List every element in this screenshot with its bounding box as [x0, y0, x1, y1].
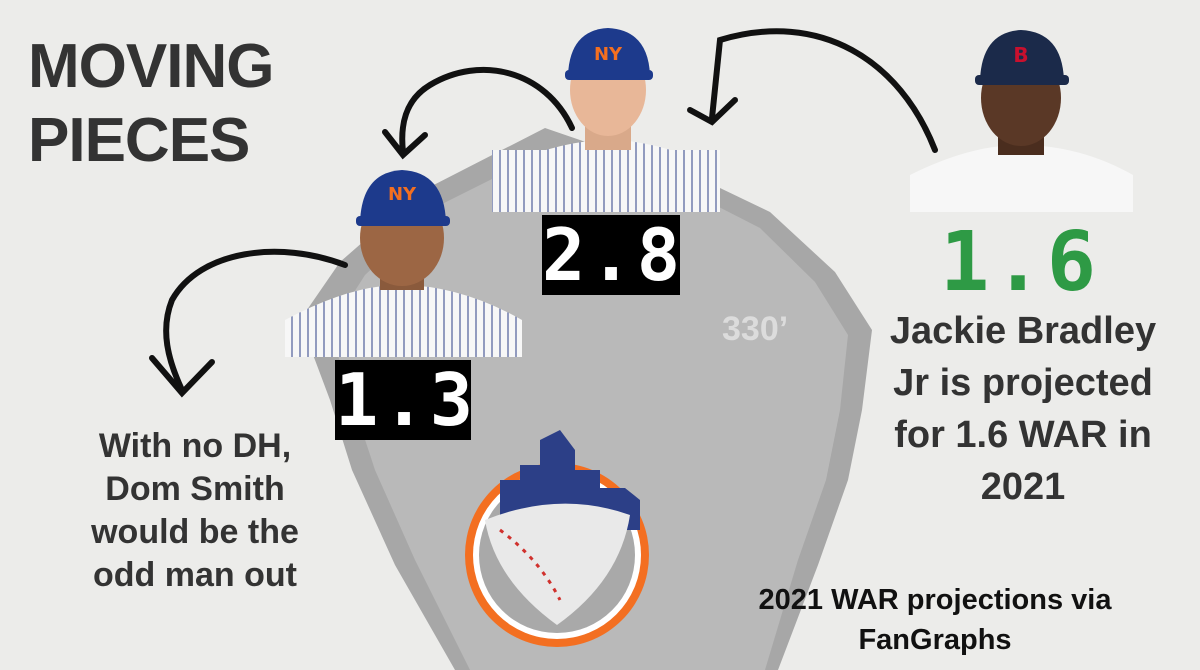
title: MOVING PIECES: [28, 32, 274, 175]
infield: [330, 150, 848, 670]
war-value: 1.3: [335, 358, 478, 442]
arrow: [709, 28, 938, 153]
player-photo: B: [910, 30, 1133, 212]
arrow: [149, 355, 215, 398]
war-value: 2.8: [542, 213, 685, 297]
arrow: [382, 129, 428, 160]
credit: 2021 WAR projections via FanGraphs: [758, 584, 1112, 656]
svg-text:NY: NY: [594, 44, 623, 65]
arrow: [687, 97, 738, 126]
svg-text:B: B: [1013, 43, 1028, 67]
player-photo: NY: [492, 28, 720, 212]
left-note: With no DH, Dom Smith would be the odd m…: [91, 427, 299, 594]
war-value: 1.6: [940, 215, 1101, 310]
team-logo: [465, 430, 649, 647]
distance-marker: 330’: [722, 310, 789, 348]
arrow: [163, 248, 348, 393]
player-photo: NY: [285, 170, 522, 357]
svg-text:NY: NY: [388, 184, 417, 205]
arrow: [399, 66, 575, 155]
right-note: Jackie Bradley Jr is projected for 1.6 W…: [889, 310, 1157, 508]
